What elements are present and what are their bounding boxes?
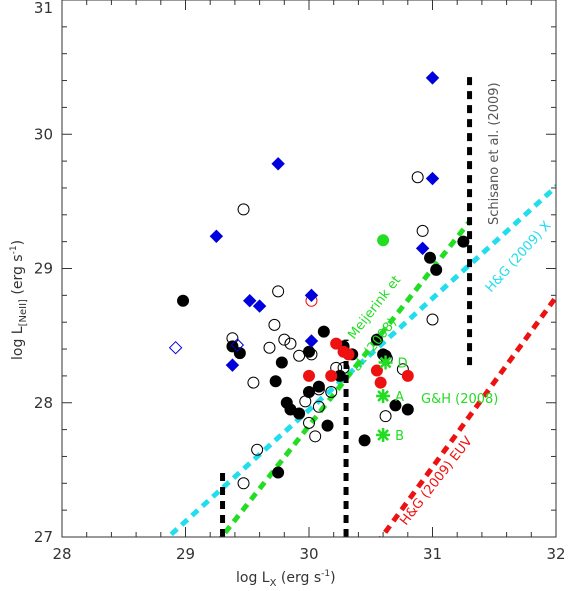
- point-black-open-circle-22: [426, 313, 439, 326]
- point-red-filled-circle-7: [374, 376, 387, 389]
- point-blue-open-diamond-1: [230, 338, 245, 352]
- point-blue-filled-diamond-2: [243, 294, 257, 308]
- point-black-open-circle-7: [263, 341, 276, 354]
- data-points: D A B: [168, 71, 470, 490]
- model-lines: [164, 71, 556, 537]
- dashed-line-green-1: [218, 219, 472, 537]
- point-black-filled-circle-20: [424, 251, 437, 264]
- star-marker-A: [376, 389, 391, 404]
- point-black-open-circle-15: [337, 361, 350, 374]
- point-black-filled-circle-4: [275, 356, 288, 369]
- point-black-filled-circle-3: [269, 375, 282, 388]
- point-blue-filled-diamond-4: [225, 358, 240, 372]
- star-label-A: A: [395, 390, 404, 405]
- point-black-filled-circle-24: [358, 434, 371, 447]
- point-black-filled-circle-9: [312, 380, 325, 393]
- dashed-line-red-2: [378, 292, 556, 537]
- point-black-filled-circle-25: [272, 466, 285, 479]
- annotation-schisano: Schisano et al. (2009): [487, 82, 502, 225]
- point-black-filled-circle-0: [177, 294, 190, 307]
- point-black-open-circle-13: [325, 386, 338, 399]
- dashed-line-cyan-0: [164, 183, 556, 537]
- y-tick-label-29: 29: [34, 260, 53, 278]
- point-blue-filled-diamond-3: [252, 299, 267, 313]
- point-blue-filled-diamond-5: [304, 288, 319, 303]
- y-axis-label: log L[NeII] (erg s-1): [9, 240, 29, 360]
- point-black-filled-circle-21: [430, 263, 443, 276]
- y-tick-label-31: 31: [34, 0, 53, 17]
- point-black-open-circle-12: [309, 430, 322, 443]
- point-black-open-circle-3: [272, 285, 285, 298]
- point-black-filled-circle-7: [284, 403, 297, 416]
- point-blue-filled-diamond-6: [304, 334, 319, 348]
- point-blue-filled-diamond-9: [425, 71, 440, 85]
- point-red-filled-circle-1: [325, 369, 338, 382]
- plot-frame: [61, 0, 557, 538]
- point-black-filled-circle-11: [303, 345, 315, 358]
- point-black-filled-circle-17: [389, 399, 402, 412]
- point-black-filled-circle-22: [457, 235, 470, 248]
- point-black-open-circle-5: [278, 333, 291, 346]
- star-label-B: B: [395, 429, 404, 444]
- y-tick-label-27: 27: [34, 528, 53, 546]
- point-black-open-circle-23: [379, 410, 392, 423]
- point-blue-filled-diamond-1: [271, 157, 285, 171]
- y-tick-label-30: 30: [34, 125, 53, 143]
- point-black-open-circle-20: [411, 171, 424, 184]
- point-green-filled-circle-0: [377, 234, 390, 247]
- point-black-open-circle-24: [251, 443, 264, 456]
- point-blue-filled-diamond-8: [425, 171, 440, 186]
- point-black-open-circle-2: [247, 376, 260, 389]
- point-black-open-circle-10: [312, 383, 325, 396]
- point-black-open-circle-8: [293, 349, 306, 362]
- point-black-open-circle-21: [416, 224, 429, 237]
- point-blue-open-diamond-0: [168, 341, 183, 355]
- x-tick-label-31: 31: [423, 545, 442, 563]
- point-red-filled-circle-5: [370, 364, 383, 377]
- point-black-filled-circle-18: [401, 403, 414, 416]
- star-marker-D: [378, 355, 393, 370]
- annotation-gh: G&H (2008): [421, 392, 498, 407]
- point-black-open-circle-4: [268, 318, 281, 331]
- x-tick-label-28: 28: [52, 545, 71, 563]
- star-label-D: D: [398, 356, 408, 371]
- point-black-open-circle-17: [299, 395, 312, 408]
- point-black-open-circle-6: [284, 337, 297, 350]
- point-blue-filled-diamond-7: [415, 241, 430, 256]
- annotation-hg-euv: H&G (2009) EUV: [397, 434, 475, 529]
- x-axis-label: log LX (erg s-1): [236, 569, 336, 589]
- point-blue-filled-diamond-0: [209, 229, 224, 243]
- point-black-open-circle-11: [303, 416, 315, 429]
- x-tick-label-30: 30: [299, 545, 318, 563]
- x-tick-label-32: 32: [546, 545, 565, 563]
- point-black-filled-circle-15: [370, 333, 383, 346]
- point-red-filled-circle-2: [330, 337, 343, 350]
- point-black-filled-circle-10: [317, 325, 330, 338]
- point-black-filled-circle-23: [321, 419, 334, 432]
- point-red-filled-circle-0: [303, 369, 315, 382]
- point-red-filled-circle-6: [401, 369, 414, 382]
- star-marker-B: [376, 427, 391, 442]
- x-tick-label-29: 29: [176, 545, 195, 563]
- y-tick-label-28: 28: [34, 394, 53, 412]
- point-black-open-circle-25: [237, 477, 250, 490]
- point-black-open-circle-16: [312, 400, 325, 413]
- annotation-hg-x: H&G (2009) X: [483, 218, 555, 295]
- point-red-filled-circle-4: [342, 348, 355, 361]
- point-black-open-circle-9: [305, 348, 318, 361]
- point-black-open-circle-0: [237, 203, 250, 216]
